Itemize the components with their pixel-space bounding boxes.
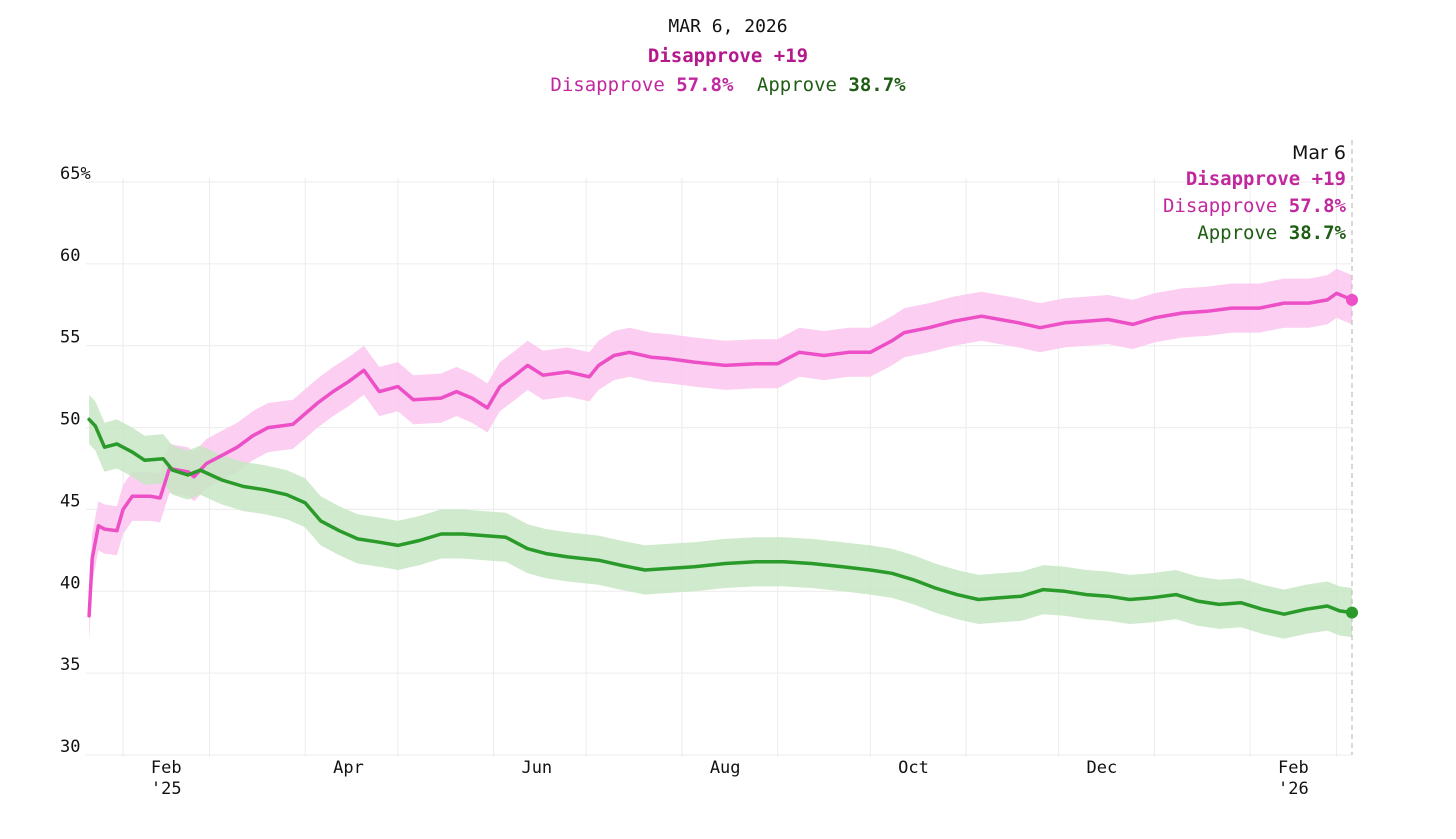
approve-endpoint <box>1346 606 1358 619</box>
x-tick-year: '26 <box>1278 779 1309 799</box>
x-tick-label: Jun <box>521 758 552 778</box>
header-approve-label: Approve <box>756 74 837 96</box>
header-disapprove-value: 57.8% <box>676 74 734 96</box>
x-tick-label: Apr <box>333 758 364 778</box>
y-tick-label: 45 <box>60 491 80 511</box>
hover-marker <box>1346 140 1358 755</box>
disapprove-band <box>89 268 1353 641</box>
tooltip-disapprove-label: Disapprove <box>1162 195 1278 217</box>
header-disapprove-label: Disapprove <box>550 74 665 96</box>
x-tick-label: Dec <box>1087 758 1118 778</box>
x-tick-label: Feb <box>1278 758 1309 778</box>
y-tick-label: 35 <box>60 655 80 675</box>
header-margin: Disapprove +19 <box>647 45 809 67</box>
tooltip-margin: Disapprove +19 <box>1185 168 1346 190</box>
y-tick-label: 65% <box>60 164 91 184</box>
header-values: Disapprove 57.8% Approve 38.7% <box>0 74 1456 96</box>
tooltip-approve-value: 38.7% <box>1288 222 1346 244</box>
y-axis: 65% 60 55 50 45 40 35 30 <box>60 164 91 757</box>
tooltip-disapprove: Disapprove 57.8% <box>1163 195 1346 217</box>
disapprove-endpoint <box>1346 293 1358 306</box>
approve-line <box>87 417 1354 616</box>
y-tick-label: 30 <box>60 737 80 757</box>
tooltip-disapprove-value: 57.8% <box>1288 195 1346 217</box>
x-tick-label: Aug <box>710 758 741 778</box>
approve-band <box>89 394 1353 639</box>
header-date: MAR 6, 2026 <box>668 16 788 37</box>
y-tick-label: 40 <box>60 573 80 593</box>
x-tick-year: '25 <box>151 779 182 799</box>
tooltip-date: Mar 6 <box>1292 142 1346 164</box>
uncertainty-bands <box>89 268 1353 641</box>
y-tick-label: 60 <box>60 246 80 266</box>
series-lines <box>87 291 1354 618</box>
x-tick-label: Feb <box>151 758 182 778</box>
y-tick-label: 50 <box>60 410 80 430</box>
grid <box>86 178 1352 757</box>
tooltip-approve-label: Approve <box>1197 222 1278 244</box>
y-tick-label: 55 <box>60 328 80 348</box>
tooltip-approve: Approve 38.7% <box>1197 222 1346 244</box>
x-tick-label: Oct <box>898 758 929 778</box>
header-approve-value: 38.7% <box>848 74 906 96</box>
